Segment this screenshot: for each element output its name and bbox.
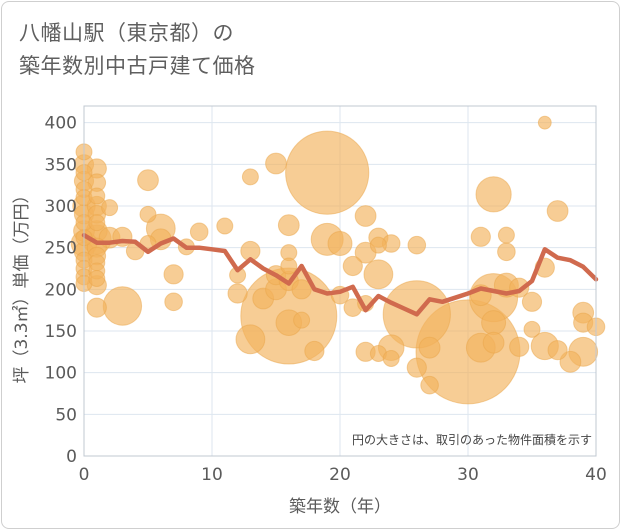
bubble-point [354, 205, 377, 227]
y-tick-label: 250 [45, 239, 77, 259]
y-axis-title: 坪（3.3㎡）単価（万円） [12, 186, 32, 383]
bubble-point [382, 350, 400, 367]
bubble-point [102, 286, 143, 326]
average-line-series [81, 232, 599, 317]
bubble-point [227, 283, 248, 304]
bubble-point [86, 297, 107, 318]
x-tick-label: 20 [329, 465, 351, 485]
bubble-point [291, 279, 312, 300]
bubble-point [481, 310, 507, 336]
x-tick-label: 40 [585, 465, 607, 485]
y-tick-label: 0 [66, 447, 77, 467]
bubble-point [137, 169, 159, 192]
bubble-point [470, 226, 491, 247]
bubble-point [497, 226, 515, 244]
bubble-point [101, 199, 119, 217]
y-tick-label: 400 [45, 114, 77, 134]
bubble-point [546, 200, 569, 222]
bubble-point [482, 331, 505, 354]
x-axis-title: 築年数（年） [289, 497, 391, 517]
y-tick-label: 100 [45, 364, 77, 384]
bubble-size-note: 円の大きさは、取引のあった物件面積を示す [352, 432, 592, 447]
bubble-point [139, 205, 157, 223]
bubble-point [547, 340, 568, 361]
bubble-point [407, 235, 427, 255]
bubble-point [88, 214, 106, 232]
bubble-point [285, 130, 370, 215]
y-tick-label: 200 [45, 280, 77, 300]
bubble-series [70, 115, 606, 405]
bubble-point [293, 311, 311, 329]
y-tick-label: 50 [55, 405, 77, 425]
bubble-point [216, 217, 234, 235]
bubble-point [420, 375, 439, 395]
bubble-point [163, 264, 184, 285]
chart-title-line-2: 築年数別中古戸建て価格 [19, 54, 256, 78]
bubble-point [304, 340, 325, 362]
bubble-point [363, 259, 394, 290]
bubble-point [521, 291, 543, 312]
average-price-line [81, 232, 599, 317]
bubble-point [88, 270, 106, 287]
bubble-point [280, 257, 298, 275]
y-tick-label: 350 [45, 155, 77, 175]
chart-title-line-1: 八幡山駅（東京都）の [19, 21, 234, 45]
bubble-point [537, 115, 552, 130]
y-axis-ticks: 0 50 100 150 200 250 300 350 400 [45, 114, 77, 467]
bubble-point [418, 336, 441, 359]
bubble-point [369, 236, 387, 254]
bubble-point [241, 168, 259, 186]
y-tick-label: 300 [45, 197, 77, 217]
bubble-point [277, 214, 300, 237]
plot-area-border [83, 105, 597, 457]
x-axis-ticks: 0 10 20 30 40 [79, 465, 607, 485]
chart-title: 八幡山駅（東京都）の 築年数別中古戸建て価格 [19, 17, 256, 83]
x-tick-label: 30 [457, 465, 479, 485]
bubble-point [509, 336, 530, 357]
bubble-point [327, 231, 353, 256]
x-tick-label: 0 [79, 465, 90, 485]
bubble-point [265, 152, 287, 175]
bubble-point [88, 187, 106, 205]
bubble-point [475, 176, 512, 213]
bubble-point [164, 292, 183, 312]
bubble-point [406, 357, 427, 378]
bubble-point [523, 320, 541, 338]
bubble-point [497, 242, 516, 262]
y-tick-label: 150 [45, 322, 77, 342]
bubble-point [342, 255, 363, 277]
x-tick-label: 10 [201, 465, 223, 485]
bubble-point [235, 324, 266, 355]
bubble-point [189, 222, 209, 242]
